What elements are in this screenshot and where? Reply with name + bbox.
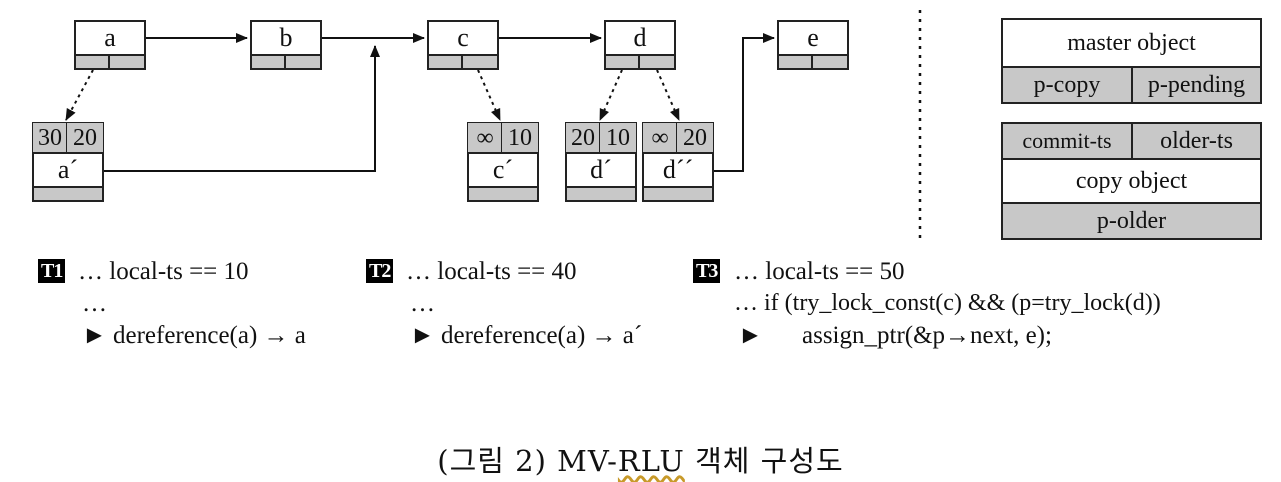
node-a-label: a [104,23,116,52]
thread-t1-tag: T1 [38,259,66,283]
copy-a-label: a´ [57,155,79,184]
copy-ptr-c [477,69,501,121]
node-b-label: b [279,23,293,52]
caption-suffix: 객체 구성도 [684,444,844,478]
legend-p-pending: p-pending [1131,66,1262,104]
legend-master-object: master object [1001,18,1262,68]
copy-ptr-d-right [656,69,680,121]
legend-older-ts: older-ts [1131,122,1262,160]
legend-p-copy: p-copy [1001,66,1133,104]
thread-t1-line3: ► dereference(a) → a [82,322,306,349]
caption-prefix: (그림 2) MV- [437,444,618,478]
thread-t1-line2: … [82,290,107,317]
thread-t3-line3-arrow: ► [738,322,763,349]
legend-commit-ts: commit-ts [1001,122,1133,160]
thread-t3-line1: … local-ts == 50 [734,258,905,285]
copy-c-older-ts: 10 [501,122,539,154]
thread-t2-line1: … local-ts == 40 [406,258,577,285]
node-e-label: e [807,23,819,52]
copy-a-commit-ts: 30 [32,122,68,154]
caption-underlined: RLU [617,444,685,478]
copy-ptr-a [65,69,94,121]
thread-t3-tag: T3 [693,259,721,283]
copy-c-commit-ts: ∞ [467,122,503,154]
node-c-label: c [457,23,469,52]
copy-c-label: c´ [492,155,514,184]
thread-t1-line1: … local-ts == 10 [78,258,249,285]
copy-d2-older-ts: 20 [676,122,714,154]
thread-t3-line2: … if (try_lock_const(c) && (p=try_lock(d… [734,290,1161,316]
figure-caption: (그림 2) MV-RLU 객체 구성도 [0,438,1281,480]
thread-t3-line3: assign_ptr(&p→next, e); [802,322,1052,349]
copy-d-label: d´ [590,155,612,184]
thread-t2-tag: T2 [366,259,394,283]
copy-d2-label: d´´ [662,155,694,184]
copy-d2-commit-ts: ∞ [642,122,678,154]
thread-t2-line3: ► dereference(a) → a´ [410,322,643,349]
thread-t2-line2: … [410,290,435,317]
legend-p-older: p-older [1001,202,1262,240]
copy-d-older-ts: 10 [599,122,637,154]
node-d-label: d [633,23,647,52]
copy-ptr-d-left [599,69,623,121]
copy-d-commit-ts: 20 [565,122,601,154]
legend-copy-object: copy object [1001,158,1262,204]
edge-dcopy2-e [714,33,775,172]
edge-acopy-up [104,45,380,172]
copy-a-older-ts: 20 [66,122,104,154]
